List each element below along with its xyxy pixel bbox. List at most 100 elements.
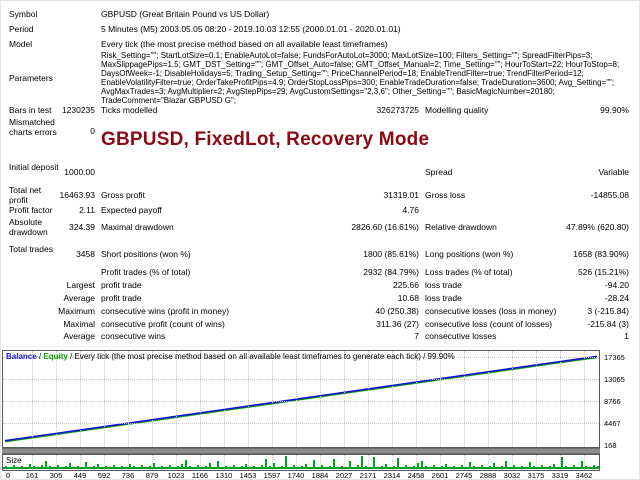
size-bar (209, 463, 211, 468)
gridline (224, 455, 225, 470)
stat-value: -215.84 (3) (587, 319, 629, 329)
gridline (80, 455, 81, 470)
size-bar (13, 465, 15, 468)
gridline (320, 351, 321, 447)
stat-value: 31319.01 (383, 190, 419, 200)
size-bar (245, 464, 247, 468)
stat-value: 7 (414, 331, 419, 341)
gridline (368, 351, 369, 447)
stat-value: loss trade (425, 280, 462, 290)
stat-value: Variable (598, 167, 629, 177)
stat-value: profit trade (101, 293, 142, 303)
size-bar (357, 465, 359, 468)
x-axis-label: 1166 (191, 471, 209, 480)
x-axis-label: 449 (73, 471, 87, 480)
stat-label: Profit factor (9, 205, 53, 215)
gridline (440, 351, 441, 447)
size-bar (397, 458, 399, 468)
gridline (272, 455, 273, 470)
size-bar (261, 465, 263, 468)
stat-value: consecutive profit (count of wins) (101, 319, 225, 329)
gridline (296, 351, 297, 447)
stat-value: 324.39 (69, 222, 95, 232)
stat-value: Gross loss (425, 190, 466, 200)
stat-value: consecutive wins (profit in money) (101, 306, 230, 316)
stat-label: Period (9, 24, 34, 34)
gridline (176, 455, 177, 470)
stat-label: Initial deposit (9, 162, 59, 172)
stat-value: Average (63, 331, 95, 341)
size-bar (573, 465, 575, 468)
stat-value: Profit trades (% of total) (101, 267, 191, 277)
x-axis-label: 1023 (167, 471, 185, 480)
size-bar (333, 459, 335, 468)
x-axis-label: 592 (97, 471, 111, 480)
x-axis-label: 736 (121, 471, 135, 480)
stat-value: 4.76 (402, 205, 419, 215)
size-bar (305, 464, 307, 468)
balance-chart: Balance / Equity / Every tick (the most … (2, 350, 639, 480)
size-bar (29, 464, 31, 468)
x-axis-label: 2888 (479, 471, 497, 480)
size-bar (41, 465, 43, 468)
x-axis-label: 1884 (311, 471, 329, 480)
stat-value: -14855.08 (590, 190, 629, 200)
size-bar (265, 459, 267, 468)
size-bar (461, 465, 463, 468)
y-axis-label: 8766 (604, 397, 621, 406)
gridline (536, 455, 537, 470)
panel-divider (2, 448, 600, 454)
gridline (32, 455, 33, 470)
x-axis-label: 161 (25, 471, 39, 480)
size-bar (57, 465, 59, 468)
balance-plot-area: Balance / Equity / Every tick (the most … (2, 350, 600, 448)
gridline (488, 455, 489, 470)
parameters-line: DaysOfWeek=-1; DisableHolidays=5; Tradin… (101, 69, 584, 78)
stat-label: Mismatched charts errors (9, 117, 57, 137)
size-bar (385, 464, 387, 468)
gridline (344, 351, 345, 447)
size-bar (181, 464, 183, 468)
stat-value: 1230235 (61, 105, 95, 115)
gridline (248, 455, 249, 470)
x-axis-label: 2314 (383, 471, 401, 480)
size-bar (493, 463, 495, 468)
stat-value: 1658 (83.90%) (573, 249, 629, 259)
size-bar (541, 465, 543, 468)
gridline (584, 351, 585, 447)
stat-value: consecutive losses (loss in money) (425, 306, 557, 316)
gridline (104, 455, 105, 470)
y-axis-label: 13065 (604, 375, 625, 384)
gridline (464, 455, 465, 470)
legend-separator: / (36, 352, 44, 361)
stat-value: 2932 (84.79%) (363, 267, 419, 277)
stat-value: Average (63, 293, 95, 303)
gridline (344, 455, 345, 470)
stat-value: 47.89% (620.80) (566, 222, 629, 232)
size-panel: Size (2, 454, 600, 471)
size-panel-label: Size (6, 456, 22, 465)
size-bar (581, 461, 583, 468)
stat-label: Model (9, 39, 33, 49)
size-bar (421, 461, 423, 468)
stat-label: Total net profit (9, 185, 42, 205)
size-bar (513, 465, 515, 468)
stat-value: Expected payoff (101, 205, 162, 215)
gridline (488, 351, 489, 447)
y-axis-label: 17365 (604, 353, 625, 362)
gridline (536, 351, 537, 447)
gridline (440, 455, 441, 470)
gridline (272, 351, 273, 447)
parameters-line: EnableVolatilityFilter=true; OrderTakePr… (101, 78, 615, 87)
gridline (200, 351, 201, 447)
size-bar (185, 460, 187, 468)
gridline (56, 351, 57, 447)
size-bar (417, 463, 419, 468)
stat-value: 0 (90, 126, 95, 136)
gridline (512, 455, 513, 470)
x-axis-label: 2171 (359, 471, 377, 480)
gridline (584, 455, 585, 470)
size-bar (445, 464, 447, 468)
x-axis-label: 2745 (455, 471, 473, 480)
